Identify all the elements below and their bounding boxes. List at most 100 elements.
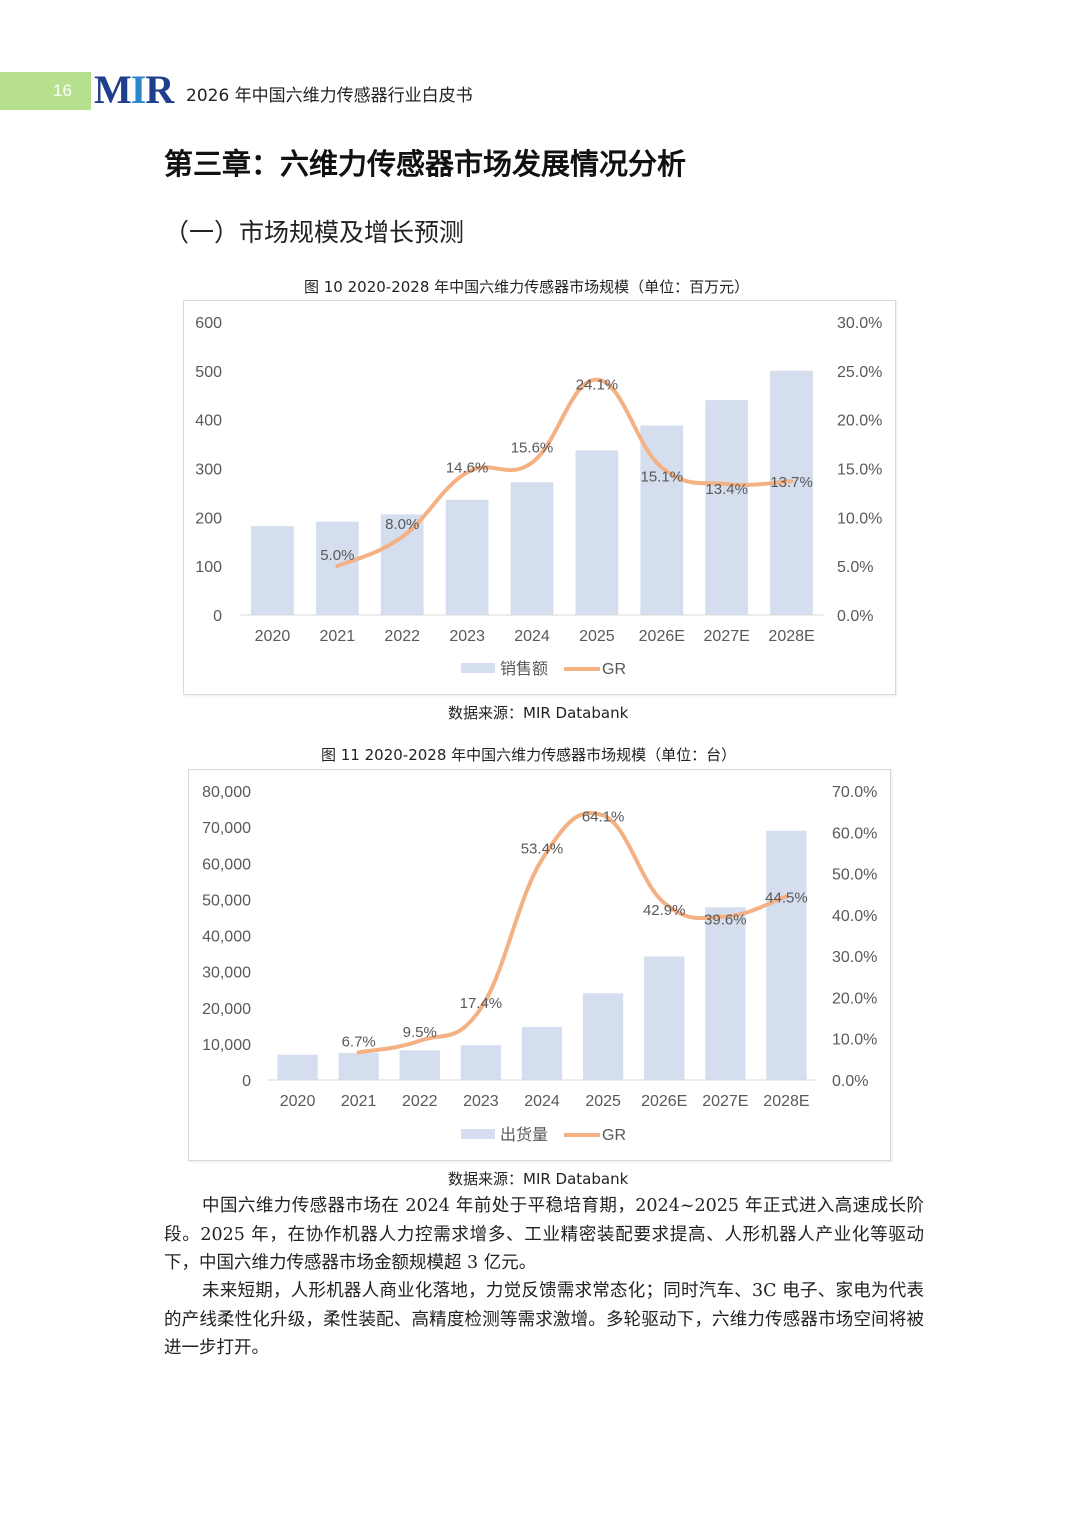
x-tick-label: 2022 xyxy=(384,628,420,645)
y-right-tick-label: 30.0% xyxy=(837,315,882,332)
paragraph-1: 中国六维力传感器市场在 2024 年前处于平稳培育期，2024~2025 年正式… xyxy=(164,1196,924,1273)
x-tick-label: 2024 xyxy=(524,1093,560,1110)
x-tick-label: 2027E xyxy=(702,1093,748,1110)
x-tick-label: 2024 xyxy=(514,628,550,645)
x-tick-label: 2028E xyxy=(768,628,814,645)
x-tick-label: 2020 xyxy=(255,628,291,645)
x-tick-label: 2026E xyxy=(641,1093,687,1110)
gr-data-label: 5.0% xyxy=(320,547,354,564)
y-left-tick-label: 20,000 xyxy=(202,1001,251,1018)
y-left-tick-label: 70,000 xyxy=(202,820,251,837)
y-left-tick-label: 300 xyxy=(195,462,222,479)
y-right-tick-label: 10.0% xyxy=(832,1032,877,1049)
gr-data-label: 6.7% xyxy=(342,1033,376,1050)
page-number-tab: 16 xyxy=(0,72,91,110)
y-left-tick-label: 0 xyxy=(242,1073,251,1090)
bar-2028E xyxy=(766,830,807,1080)
y-left-tick-label: 10,000 xyxy=(202,1037,251,1054)
chapter-title: 第三章：六维力传感器市场发展情况分析 xyxy=(164,147,687,181)
y-left-tick-label: 200 xyxy=(195,510,222,527)
gr-data-label: 9.5% xyxy=(403,1024,437,1041)
x-tick-label: 2026E xyxy=(639,628,685,645)
chart-11-svg: 0 10,000 20,000 30,000 40,000 50,000 60,000 70,… xyxy=(202,784,877,1144)
gr-data-label: 13.4% xyxy=(705,481,748,498)
legend-line-label: GR xyxy=(602,661,626,678)
section-title: （一）市场规模及增长预测 xyxy=(164,218,465,247)
bar-2021 xyxy=(338,1052,379,1080)
y-left-tick-label: 30,000 xyxy=(202,965,251,982)
chart-10: 0 100 200 300 400 500 600 0.0% 5.0% 10.0% 15.0% 20.… xyxy=(183,300,896,695)
gr-data-label: 24.1% xyxy=(576,377,619,394)
figure-11-source: 数据来源：MIR Databank xyxy=(448,1170,629,1188)
legend-bar-label: 出货量 xyxy=(500,1126,548,1144)
bar-2022 xyxy=(399,1050,440,1080)
gr-data-label: 42.9% xyxy=(643,902,686,919)
y-left-tick-label: 400 xyxy=(195,413,222,430)
bar-2020 xyxy=(277,1054,318,1080)
gr-data-label: 39.6% xyxy=(704,912,747,929)
gr-data-label: 13.7% xyxy=(770,474,813,491)
y-left-tick-label: 600 xyxy=(195,315,222,332)
y-right-tick-label: 60.0% xyxy=(832,825,877,842)
x-tick-label: 2022 xyxy=(402,1093,438,1110)
y-right-tick-label: 25.0% xyxy=(837,364,882,381)
bar-2026E xyxy=(640,425,684,615)
y-right-tick-label: 70.0% xyxy=(832,784,877,801)
legend-line-label: GR xyxy=(602,1127,626,1144)
x-tick-label: 2025 xyxy=(585,1093,621,1110)
gr-data-label: 44.5% xyxy=(765,889,808,906)
bar-2021 xyxy=(315,521,359,615)
x-tick-label: 2023 xyxy=(463,1093,499,1110)
legend-bar-swatch xyxy=(461,663,495,673)
y-right-tick-label: 40.0% xyxy=(832,908,877,925)
bar-2024 xyxy=(510,482,554,615)
y-right-tick-label: 15.0% xyxy=(837,462,882,479)
figure-11-caption: 图 11 2020-2028 年中国六维力传感器市场规模（单位：台） xyxy=(321,746,737,764)
y-left-tick-label: 500 xyxy=(195,364,222,381)
bar-2023 xyxy=(445,499,489,615)
y-left-tick-label: 80,000 xyxy=(202,784,251,801)
y-right-tick-label: 0.0% xyxy=(837,608,873,625)
x-tick-label: 2028E xyxy=(763,1093,809,1110)
y-left-tick-label: 0 xyxy=(213,608,222,625)
mir-logo: MIR xyxy=(94,67,174,112)
legend-bar-label: 销售额 xyxy=(500,660,548,678)
y-right-tick-label: 5.0% xyxy=(837,559,873,576)
y-left-tick-label: 50,000 xyxy=(202,892,251,909)
chart-10-svg: 0 100 200 300 400 500 600 0.0% 5.0% 10.0% 15.0% 20.… xyxy=(195,315,882,678)
bar-2027E xyxy=(705,400,749,615)
gr-data-label: 14.6% xyxy=(446,459,489,476)
x-tick-label: 2027E xyxy=(704,628,750,645)
gr-data-label: 64.1% xyxy=(582,808,625,825)
gr-data-label: 17.4% xyxy=(460,995,503,1012)
bar-2022 xyxy=(380,514,424,615)
bar-2025 xyxy=(582,993,624,1080)
paragraph-2: 未来短期，人形机器人商业化落地，力觉反馈需求常态化；同时汽车、3C 电子、家电为… xyxy=(164,1281,924,1358)
y-right-tick-label: 30.0% xyxy=(832,949,877,966)
legend-bar-swatch xyxy=(461,1129,495,1139)
y-left-tick-label: 60,000 xyxy=(202,856,251,873)
y-right-tick-label: 50.0% xyxy=(832,867,877,884)
gr-data-label: 8.0% xyxy=(385,516,419,533)
gr-data-label: 15.1% xyxy=(641,469,684,486)
x-tick-label: 2023 xyxy=(449,628,485,645)
x-tick-label: 2021 xyxy=(320,628,356,645)
gr-line xyxy=(335,377,794,569)
y-left-tick-label: 100 xyxy=(195,559,222,576)
y-right-tick-label: 0.0% xyxy=(832,1073,868,1090)
y-right-tick-label: 20.0% xyxy=(832,990,877,1007)
figure-10-caption: 图 10 2020-2028 年中国六维力传感器市场规模（单位：百万元） xyxy=(304,278,750,296)
chart-11: 0 10,000 20,000 30,000 40,000 50,000 60,000 70,… xyxy=(188,769,891,1161)
bar-2023 xyxy=(460,1045,501,1080)
gr-data-label: 53.4% xyxy=(521,841,564,858)
bar-2027E xyxy=(705,907,746,1080)
bar-2020 xyxy=(251,526,294,615)
document-title: 2026 年中国六维力传感器行业白皮书 xyxy=(186,86,473,106)
page-number: 16 xyxy=(53,81,72,100)
x-tick-label: 2020 xyxy=(280,1093,316,1110)
x-tick-label: 2025 xyxy=(579,628,615,645)
y-left-tick-label: 40,000 xyxy=(202,929,251,946)
bar-2028E xyxy=(770,370,813,615)
bar-2026E xyxy=(644,956,685,1080)
figure-10-source: 数据来源：MIR Databank xyxy=(448,704,629,722)
